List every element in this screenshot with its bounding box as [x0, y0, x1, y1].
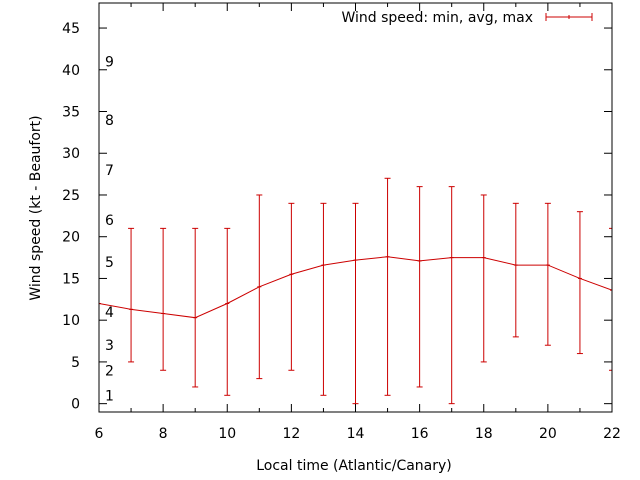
x-tick-label: 16 — [411, 426, 429, 442]
beaufort-label: 6 — [105, 213, 114, 229]
y-tick-label: 45 — [62, 21, 80, 37]
y-tick-label: 0 — [71, 397, 80, 413]
y-tick-label: 5 — [71, 355, 80, 371]
beaufort-label: 3 — [105, 338, 114, 354]
y-axis-title: Wind speed (kt - Beaufort) — [28, 115, 44, 300]
x-tick-label: 10 — [218, 426, 236, 442]
beaufort-label: 2 — [105, 363, 114, 379]
series-wind-speed — [99, 177, 612, 405]
x-tick-label: 22 — [603, 426, 621, 442]
x-tick-label: 12 — [282, 426, 300, 442]
y-tick-label: 35 — [62, 105, 80, 121]
beaufort-label: 8 — [105, 113, 114, 129]
x-axis-title: Local time (Atlantic/Canary) — [256, 458, 452, 474]
y-tick-label: 30 — [62, 146, 80, 162]
beaufort-label: 5 — [105, 255, 114, 271]
beaufort-label: 4 — [105, 305, 114, 321]
x-tick-label: 14 — [347, 426, 365, 442]
beaufort-label: 1 — [105, 388, 114, 404]
x-tick-label: 6 — [95, 426, 104, 442]
y-tick-label: 40 — [62, 63, 80, 79]
x-tick-label: 20 — [539, 426, 557, 442]
y-tick-label: 20 — [62, 230, 80, 246]
legend-entry-label: Wind speed: min, avg, max — [341, 10, 533, 26]
beaufort-label: 9 — [105, 54, 114, 70]
x-tick-label: 18 — [475, 426, 493, 442]
y-tick-label: 15 — [62, 271, 80, 287]
y-tick-label: 25 — [62, 188, 80, 204]
x-tick-label: 8 — [159, 426, 168, 442]
y-tick-label: 10 — [62, 313, 80, 329]
beaufort-label: 7 — [105, 163, 114, 179]
